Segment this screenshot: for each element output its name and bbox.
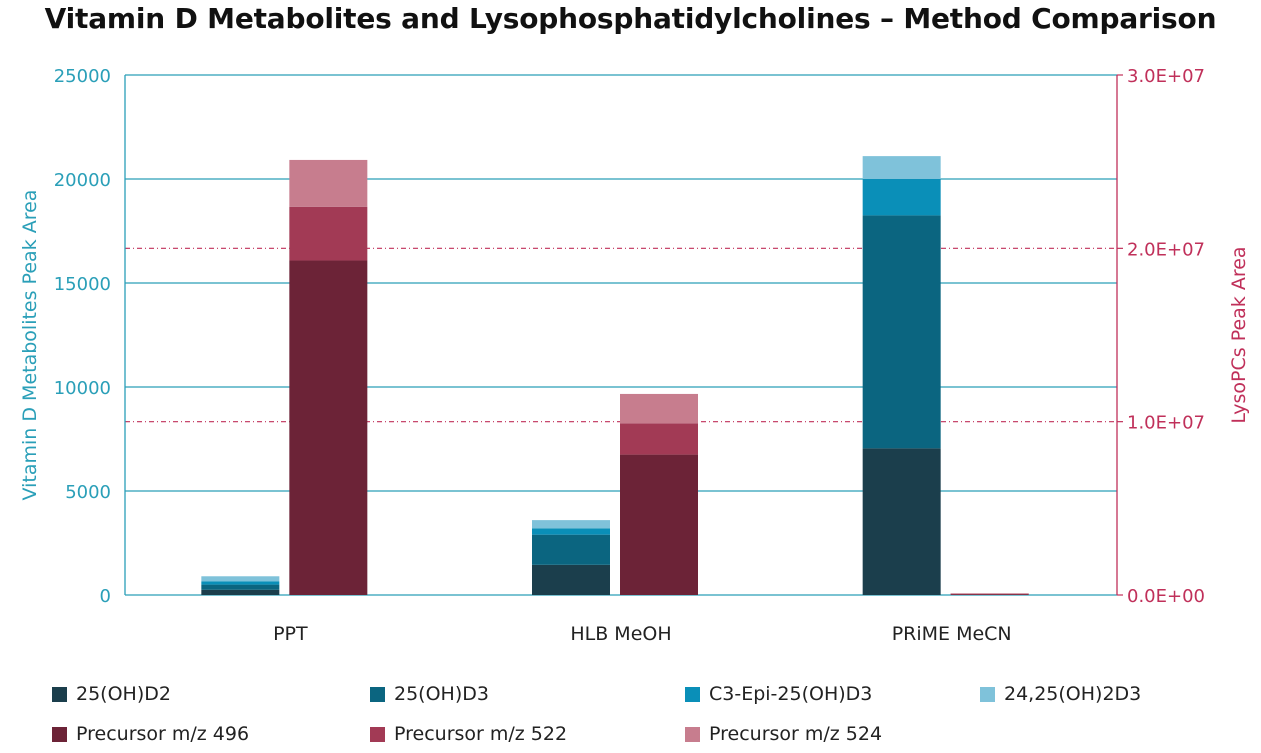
y-right-tick-label: 0.0E+00 bbox=[1127, 586, 1205, 607]
bar-segment bbox=[201, 581, 280, 585]
legend-item: 24,25(OH)2D3 bbox=[980, 682, 1141, 706]
y-left-tick-label: 0 bbox=[100, 586, 111, 607]
y-right-tick-label: 3.0E+07 bbox=[1127, 66, 1205, 87]
bar-segment bbox=[862, 215, 941, 449]
legend-label: 25(OH)D3 bbox=[394, 683, 489, 705]
y-right-tick-label: 2.0E+07 bbox=[1127, 239, 1205, 260]
bar-segment bbox=[289, 206, 368, 261]
bar-segment bbox=[532, 520, 610, 529]
bar-segment bbox=[201, 589, 280, 595]
bar-segment bbox=[289, 260, 368, 595]
bar-segment bbox=[289, 159, 368, 207]
legend-swatch bbox=[370, 726, 385, 742]
legend-swatch bbox=[370, 686, 385, 702]
legend-item: Precursor m/z 524 bbox=[685, 722, 882, 746]
bar-segment bbox=[950, 593, 1029, 595]
chart-title: Vitamin D Metabolites and Lysophosphatid… bbox=[44, 2, 1217, 35]
legend-swatch bbox=[52, 686, 67, 702]
bar-segment bbox=[201, 584, 280, 590]
y-right-tick-label: 1.0E+07 bbox=[1127, 413, 1205, 434]
legend-swatch bbox=[980, 686, 995, 702]
bar-segment bbox=[620, 423, 698, 455]
bar-segment bbox=[620, 393, 698, 424]
bar-segment bbox=[201, 576, 280, 582]
legend-item: Precursor m/z 522 bbox=[370, 722, 567, 746]
legend-label: Precursor m/z 522 bbox=[394, 723, 568, 745]
bar-segment bbox=[620, 454, 698, 595]
legend-label: 25(OH)D2 bbox=[76, 683, 171, 705]
y-left-tick-label: 20000 bbox=[54, 170, 111, 191]
y-right-axis-title: LysoPCs Peak Area bbox=[1228, 246, 1250, 423]
x-tick-label: PPT bbox=[273, 623, 308, 645]
legend-item: Precursor m/z 496 bbox=[52, 722, 249, 746]
legend-label: Precursor m/z 496 bbox=[76, 723, 250, 745]
y-left-tick-label: 15000 bbox=[54, 274, 111, 295]
bar-segment bbox=[532, 564, 610, 595]
y-left-axis-title: Vitamin D Metabolites Peak Area bbox=[19, 190, 41, 501]
bar-segment bbox=[862, 156, 941, 179]
legend-label: 24,25(OH)2D3 bbox=[1004, 683, 1142, 705]
legend-label: Precursor m/z 524 bbox=[709, 723, 883, 745]
legend-item: 25(OH)D2 bbox=[52, 682, 171, 706]
legend-item: C3-Epi-25(OH)D3 bbox=[685, 682, 872, 706]
bar-segment bbox=[532, 534, 610, 565]
legend-label: C3-Epi-25(OH)D3 bbox=[709, 683, 873, 705]
x-tick-label: HLB MeOH bbox=[570, 623, 671, 645]
y-left-tick-label: 10000 bbox=[54, 378, 111, 399]
legend-swatch bbox=[52, 726, 67, 742]
bar-segment bbox=[862, 448, 941, 595]
legend-swatch bbox=[685, 726, 700, 742]
y-left-tick-label: 25000 bbox=[54, 66, 111, 87]
bar-segment bbox=[862, 179, 941, 216]
legend-item: 25(OH)D3 bbox=[370, 682, 489, 706]
x-tick-label: PRiME MeCN bbox=[892, 623, 1012, 645]
bar-segment bbox=[532, 528, 610, 535]
legend-swatch bbox=[685, 686, 700, 702]
bar-segment bbox=[950, 594, 1029, 595]
y-left-tick-label: 5000 bbox=[65, 482, 111, 503]
